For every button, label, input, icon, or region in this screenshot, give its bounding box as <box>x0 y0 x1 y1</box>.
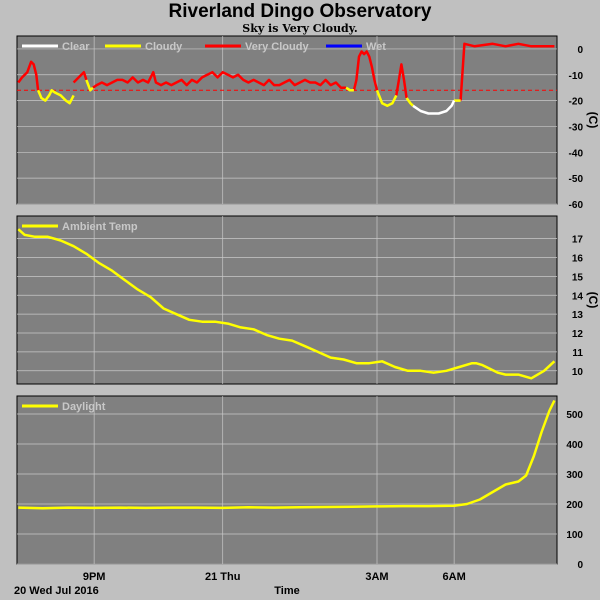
y-tick-label: 500 <box>566 410 583 421</box>
panel-sky: 0 -10 -20 -30 -40 -50 -60 (C) Clear Cloudy Very Cl… <box>16 35 600 211</box>
y-tick-label: -30 <box>569 122 584 133</box>
y-tick-label: 0 <box>577 560 583 571</box>
y-tick-label: 13 <box>572 310 584 321</box>
y-tick-label: 10 <box>572 367 584 378</box>
legend-label: Cloudy <box>145 41 183 53</box>
y-tick-label: 11 <box>572 348 583 359</box>
legend-label: Wet <box>366 41 386 53</box>
y-axis-label: (C) <box>586 112 600 129</box>
y-tick-label: 100 <box>566 530 583 541</box>
series-line-daylight <box>18 399 556 510</box>
series-line-very-cloudy <box>92 70 347 89</box>
series-line-ambient-temp <box>17 228 556 380</box>
date-label: 20 Wed Jul 2016 <box>14 585 99 597</box>
y-tick-label: -40 <box>569 148 584 159</box>
x-tick-label: 6AM <box>443 571 466 583</box>
y-tick-label: 16 <box>572 254 584 265</box>
series-line-cloudy <box>375 89 398 108</box>
y-tick-label: 17 <box>572 235 584 246</box>
series-line-very-cloudy <box>395 63 408 99</box>
legend-label: Very Cloudy <box>245 41 309 53</box>
series-line-very-cloudy <box>352 50 379 91</box>
x-tick-label: 3AM <box>365 571 388 583</box>
y-tick-label: -60 <box>569 200 584 211</box>
series-line-cloudy <box>36 89 75 105</box>
x-axis-label: Time <box>274 585 299 597</box>
chart-title: Riverland Dingo Observatory <box>168 1 432 22</box>
y-tick-label: -10 <box>569 71 584 82</box>
panel-daylight: 500 400 300 200 100 0 Daylight <box>16 395 583 571</box>
y-tick-label: -50 <box>569 174 584 185</box>
panel-temperature: 17 16 15 14 13 12 11 10 (C) Ambient Temp <box>16 215 600 385</box>
y-tick-label: 12 <box>572 329 584 340</box>
y-tick-label: 400 <box>566 440 583 451</box>
plot-area <box>16 395 558 565</box>
y-tick-label: 0 <box>577 45 583 56</box>
plot-area <box>16 215 558 385</box>
plot-area <box>16 35 558 205</box>
series-line-very-cloudy <box>17 60 40 91</box>
y-tick-label: 200 <box>566 500 583 511</box>
series-line-cloudy <box>345 86 354 92</box>
series-line-very-cloudy <box>72 70 88 84</box>
y-tick-label: -20 <box>569 97 584 108</box>
series-line-cloudy <box>85 79 94 92</box>
y-tick-label: 15 <box>572 272 584 283</box>
series-line-clear <box>412 100 456 115</box>
legend-label: Ambient Temp <box>62 221 138 233</box>
legend-label: Clear <box>62 41 90 53</box>
sky-status-text: Sky is Very Cloudy. <box>242 22 358 35</box>
x-tick-label: 21 Thu <box>205 571 240 583</box>
legend-label: Daylight <box>62 401 106 413</box>
x-tick-label: 9PM <box>83 571 106 583</box>
series-line-very-cloudy <box>459 42 555 101</box>
y-tick-label: 14 <box>572 291 584 302</box>
y-tick-label: 300 <box>566 470 583 481</box>
series-line-cloudy <box>405 97 414 107</box>
y-axis-label: (C) <box>586 292 600 309</box>
